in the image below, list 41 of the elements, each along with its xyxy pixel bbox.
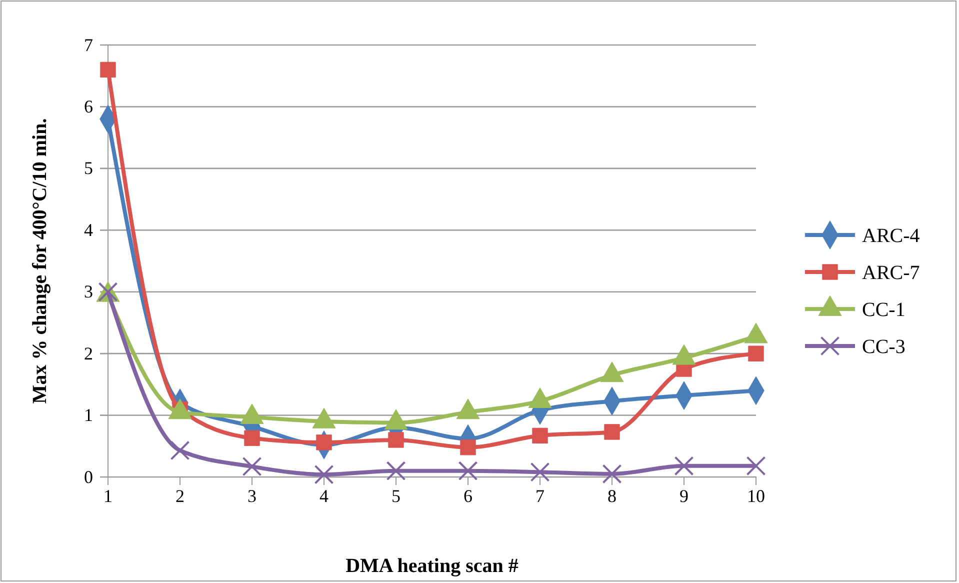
legend-label: CC-1 [862,299,906,321]
x-tick-label: 5 [392,486,400,506]
point [386,461,406,481]
y-axis-title: Max % change for 400°C/10 min. [29,118,51,404]
y-tick-label: 3 [84,282,93,302]
point [100,62,116,78]
x-tick-label: 3 [248,486,256,506]
point [460,440,476,456]
x-tick-label: 10 [747,486,765,506]
legend-label: ARC-7 [862,262,920,284]
x-tick-label: 9 [680,486,688,506]
y-tick-label: 6 [84,96,93,116]
point [244,430,260,446]
legend-label: ARC-4 [862,225,920,247]
y-tick-label: 1 [84,405,93,426]
y-tick-label: 2 [84,343,93,364]
x-tick-label: 2 [176,486,184,506]
x-axis-title: DMA heating scan # [346,555,518,577]
point [242,456,262,476]
y-tick-label: 7 [84,34,93,55]
point [602,464,622,484]
point [532,428,548,444]
x-tick-label: 8 [608,486,616,506]
point [748,346,764,362]
point [530,462,550,482]
point [604,424,620,440]
point [746,456,766,476]
y-tick-label: 5 [84,158,93,178]
y-tick-label: 0 [84,466,93,487]
point [314,464,334,484]
point [388,432,404,448]
x-tick-label: 1 [104,486,112,506]
x-tick-label: 4 [320,486,328,506]
legend-label: CC-3 [862,336,906,358]
point [170,440,190,460]
point [674,456,694,476]
x-tick-label: 7 [536,486,544,506]
y-tick-label: 4 [84,220,93,240]
x-tick-label: 6 [464,486,472,506]
point [316,434,332,450]
point [458,461,478,481]
